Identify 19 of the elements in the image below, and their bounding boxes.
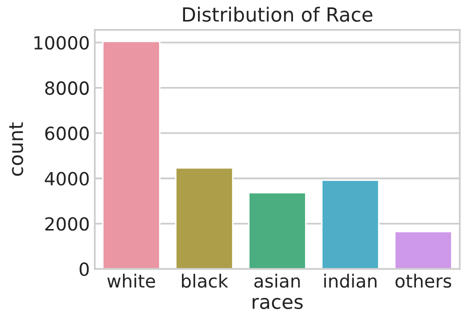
y-tick-label: 6000	[45, 126, 89, 140]
x-tick-label: black	[182, 274, 228, 288]
y-tick-label: 4000	[44, 172, 89, 186]
y-tick-label: 2000	[45, 217, 89, 231]
bar	[394, 230, 452, 269]
bar	[102, 40, 160, 269]
x-tick-label: others	[396, 274, 452, 288]
bar	[175, 167, 234, 269]
bar	[248, 192, 306, 269]
bar	[321, 179, 380, 269]
x-tick-label: asian	[254, 274, 300, 288]
x-axis-title: races	[252, 298, 303, 310]
x-tick-label: white	[107, 274, 156, 288]
y-tick-label: 10000	[34, 36, 89, 50]
y-tick-label: 0	[80, 262, 89, 276]
y-tick-label: 8000	[45, 81, 89, 95]
x-tick-label: indian	[324, 274, 376, 288]
chart-title: Distribution of Race	[183, 6, 372, 22]
y-axis-title: count	[9, 122, 24, 176]
